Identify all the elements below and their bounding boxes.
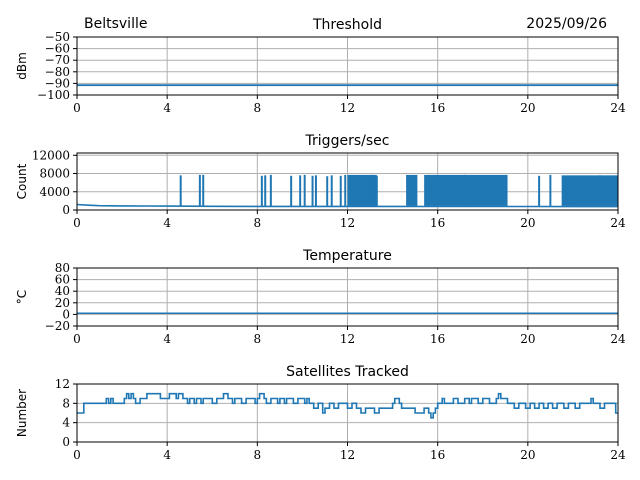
triggers-sec-panel: Triggers/sec 0 4 8 12 16 20 24 0 4000 8000 12000Cou…	[15, 133, 626, 230]
temperature-ytick-label: 60	[55, 273, 70, 287]
triggers-sec-xtick-label: 4	[163, 216, 171, 230]
temperature-xtick-label: 12	[340, 332, 355, 346]
temperature-xtick-label: 24	[610, 332, 626, 346]
threshold-xtick-label: 8	[254, 101, 262, 115]
satellites-tracked-ytick-label: 8	[62, 396, 70, 410]
triggers-sec-ytick-label: 12000	[32, 148, 70, 162]
threshold-title: Threshold	[312, 17, 382, 33]
triggers-sec-xtick-label: 0	[73, 216, 81, 230]
threshold-xtick-label: 0	[73, 101, 81, 115]
temperature-xtick-label: 8	[254, 332, 262, 346]
satellites-tracked-xtick-label: 0	[73, 448, 81, 462]
triggers-sec-burst	[406, 174, 418, 206]
threshold-ytick-label: −90	[45, 76, 70, 90]
triggers-sec-baseline	[76, 203, 618, 208]
triggers-sec-xtick-label: 16	[430, 216, 445, 230]
satellites-tracked-ylabel: Number	[15, 389, 29, 437]
threshold-xtick-label: 4	[163, 101, 171, 115]
temperature-xtick-label: 4	[163, 332, 171, 346]
triggers-sec-series	[76, 174, 618, 208]
satellites-tracked-series	[77, 392, 618, 419]
threshold-ytick-label: −80	[45, 65, 70, 79]
temperature-ytick-label: −20	[45, 319, 70, 333]
satellites-tracked-xtick-label: 8	[254, 448, 262, 462]
satellites-tracked-ytick-label: 4	[62, 416, 70, 430]
satellites-tracked-ytick-label: 0	[62, 435, 70, 449]
satellites-tracked-title: Satellites Tracked	[286, 364, 409, 380]
satellites-tracked-step-line	[77, 392, 618, 419]
satellites-tracked-xtick-label: 4	[163, 448, 171, 462]
satellites-tracked-xtick-label: 12	[340, 448, 355, 462]
threshold-xtick-label: 12	[340, 101, 355, 115]
triggers-sec-burst	[561, 175, 618, 206]
triggers-sec-ytick-label: 4000	[39, 185, 70, 199]
triggers-sec-xtick-label: 24	[610, 216, 626, 230]
triggers-sec-ylabel: Count	[15, 163, 29, 199]
satellites-tracked-panel: Satellites Tracked 0 4 8 12 16 20 24 0 4 8 12 Number	[15, 364, 626, 462]
triggers-sec-ytick-label: 8000	[39, 167, 70, 181]
chart-panels: Threshold 0 4 8 12 16 20 24 −100−90−80−70−60−50 d…	[15, 17, 626, 462]
threshold-ytick-label: −50	[45, 30, 70, 44]
temperature-series	[77, 312, 618, 315]
temperature-title: Temperature	[302, 248, 392, 264]
temperature-xtick-label: 0	[73, 332, 81, 346]
temperature-ytick-label: 0	[62, 307, 70, 321]
satellites-tracked-xtick-label: 20	[520, 448, 535, 462]
triggers-sec-xtick-label: 12	[340, 216, 355, 230]
triggers-sec-xtick-label: 20	[520, 216, 535, 230]
threshold-ytick-label: −70	[45, 53, 70, 67]
satellites-tracked-xtick-label: 24	[610, 448, 626, 462]
plot-date: 2025/09/26	[526, 16, 607, 32]
triggers-sec-title: Triggers/sec	[305, 133, 390, 149]
triggers-sec-xtick-label: 8	[254, 216, 262, 230]
satellites-tracked-xtick-label: 16	[430, 448, 445, 462]
temperature-ytick-label: 80	[55, 261, 70, 275]
temperature-ytick-label: 20	[55, 296, 70, 310]
temperature-ylabel: °C	[15, 290, 29, 304]
threshold-xtick-label: 24	[610, 101, 626, 115]
satellites-tracked-ytick-label: 12	[55, 377, 70, 391]
threshold-xtick-label: 20	[520, 101, 535, 115]
triggers-sec-ytick-label: 0	[62, 203, 70, 217]
threshold-ytick-label: −60	[45, 42, 70, 56]
threshold-ylabel: dBm	[15, 52, 29, 80]
threshold-ytick-label: −100	[37, 88, 70, 102]
triggers-sec-burst	[424, 174, 508, 206]
temperature-xtick-label: 20	[520, 332, 535, 346]
threshold-series	[77, 83, 618, 87]
threshold-xtick-label: 16	[430, 101, 445, 115]
station-name: Beltsville	[84, 16, 147, 32]
temperature-xtick-label: 16	[430, 332, 445, 346]
threshold-panel: Threshold 0 4 8 12 16 20 24 −100−90−80−70−60−50 d…	[15, 17, 626, 115]
temperature-ytick-label: 40	[55, 284, 70, 298]
